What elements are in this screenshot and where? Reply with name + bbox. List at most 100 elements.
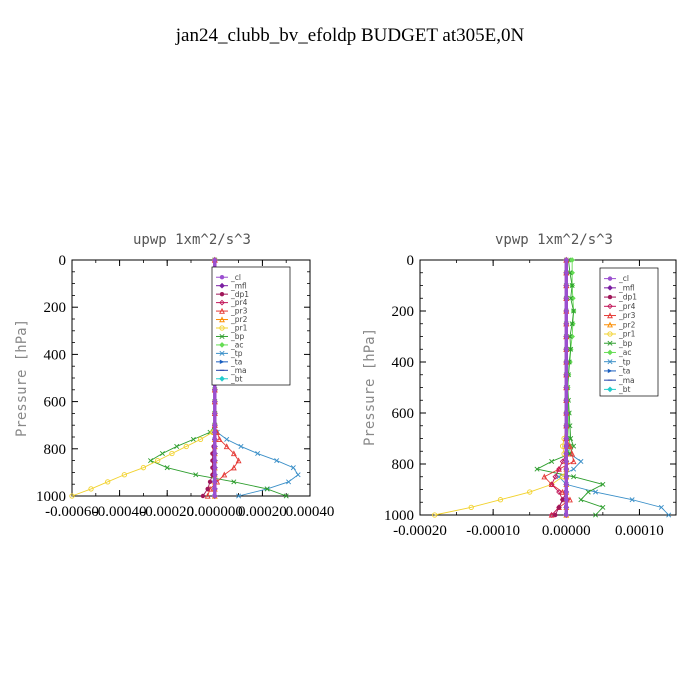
upwp-y-tick-label: 200 [44, 300, 67, 316]
upwp-point-pr3 [230, 450, 237, 457]
upwp-legend-marker [219, 275, 225, 280]
vpwp-point-cl [564, 398, 569, 403]
upwp-legend: _cl_mfl_dp1_pr4_pr3_pr2_pr1_bp_ac_tp_ta_… [211, 266, 291, 386]
upwp-legend-marker [219, 375, 225, 382]
vpwp-point-bp [571, 308, 577, 314]
upwp-point-pr1 [69, 493, 75, 499]
vpwp-point-dp1 [553, 512, 558, 518]
vpwp-point-pr3 [570, 458, 577, 465]
vpwp-legend-label: _pr4 [618, 302, 636, 311]
upwp-point-cl [212, 387, 217, 392]
vpwp-point-cl [564, 497, 569, 502]
vpwp-point-tp [658, 504, 664, 510]
upwp-panel: upwp 1xm^2/s^3 Pressure [hPa] 0 200 400 600… [14, 232, 334, 520]
upwp-point-pr3 [204, 492, 211, 499]
vpwp-legend-label: _ac [618, 348, 631, 357]
upwp-point-tp [286, 479, 292, 485]
upwp-legend-marker [219, 299, 225, 306]
upwp-legend-box [211, 266, 291, 386]
vpwp-point-cl [564, 489, 569, 495]
vpwp-legend-marker [607, 294, 613, 300]
vpwp-legend-marker [607, 349, 613, 356]
vpwp-point-bp [578, 497, 584, 503]
upwp-point-tp [290, 465, 296, 471]
upwp-point-cl [212, 472, 217, 477]
vpwp-legend-label: _ta [618, 367, 630, 376]
vpwp-point-pr4 [556, 466, 562, 472]
upwp-x-tick-label: 0.00040 [286, 504, 335, 520]
vpwp-legend-marker [607, 312, 613, 319]
vpwp-legend-label: _cl [618, 274, 629, 283]
upwp-y-tick-label: 0 [59, 253, 67, 269]
upwp-point-tp [295, 472, 301, 478]
vpwp-point-cl [564, 321, 569, 326]
upwp-legend-label: _pr2 [230, 315, 248, 324]
vpwp-point-bp [600, 504, 606, 510]
upwp-point-tp [236, 493, 242, 499]
upwp-point-tp [255, 451, 261, 457]
vpwp-point-bp [568, 295, 574, 301]
upwp-point-cl [212, 430, 217, 435]
vpwp-point-bp [568, 346, 574, 352]
upwp-point-cl [212, 465, 217, 470]
upwp-legend-label: _bp [230, 332, 245, 341]
upwp-legend-label: _ma [230, 366, 247, 375]
upwp-point-dp1 [207, 479, 213, 485]
vpwp-point-bp [569, 282, 575, 289]
upwp-point-cl [212, 458, 217, 463]
vpwp-point-pr1 [527, 489, 533, 495]
upwp-point-cl [212, 399, 217, 404]
vpwp-point-cl [564, 308, 569, 314]
upwp-point-bp [231, 479, 237, 485]
upwp-x-tick-label: -0.00040 [93, 504, 147, 520]
vpwp-legend-label: _bt [618, 385, 631, 394]
upwp-point-cl [212, 486, 217, 492]
vpwp-x-tick-label: 0.00010 [615, 523, 664, 539]
vpwp-legend-label: _mfl [618, 283, 635, 292]
upwp-point-pr1 [140, 465, 147, 471]
upwp-point-cl [212, 444, 217, 449]
vpwp-legend-label: _pr2 [618, 320, 636, 329]
vpwp-y-axis-label: Pressure [hPa] [362, 328, 378, 446]
upwp-legend-marker [219, 333, 225, 339]
upwp-legend-marker [219, 325, 225, 331]
vpwp-point-pr3 [541, 473, 548, 480]
upwp-point-bp [264, 486, 270, 492]
vpwp-y-tick-label: 800 [392, 457, 415, 473]
vpwp-y-tick-label: 200 [392, 304, 415, 320]
vpwp-point-dp1 [556, 505, 562, 510]
upwp-y-tick-label: 1000 [36, 489, 66, 505]
upwp-point-pr3 [221, 471, 228, 478]
upwp-point-pr1 [88, 486, 94, 492]
upwp-point-cl [212, 257, 217, 263]
vpwp-point-cl [564, 296, 569, 301]
vpwp-legend: _cl_mfl_dp1_pr4_pr3_pr2_pr1_bp_ac_tp_ta_… [599, 267, 659, 397]
upwp-point-dp1 [205, 486, 210, 492]
vpwp-point-bp [585, 489, 591, 495]
vpwp-point-cl [564, 512, 569, 518]
vpwp-point-cl [564, 410, 569, 416]
upwp-point-pr1 [105, 479, 111, 485]
vpwp-legend-marker [607, 386, 613, 393]
upwp-point-cl [212, 479, 217, 485]
upwp-legend-label: _ac [230, 341, 243, 350]
upwp-point-cl [212, 411, 217, 416]
upwp-legend-label: _cl [230, 273, 241, 282]
vpwp-point-bp [593, 512, 599, 518]
upwp-legend-label: _pr1 [230, 324, 248, 333]
vpwp-point-cl [564, 423, 569, 428]
vpwp-line-pr1 [434, 260, 567, 516]
vpwp-legend-marker [607, 276, 613, 281]
upwp-legend-label: _dp1 [230, 290, 249, 299]
vpwp-point-bp [534, 466, 540, 472]
vpwp-legend-label: _dp1 [618, 293, 637, 302]
vpwp-point-cl [564, 257, 569, 263]
vpwp-legend-marker [607, 368, 613, 374]
vpwp-point-bp [568, 435, 574, 442]
upwp-point-bp [193, 472, 199, 478]
vpwp-point-tp [629, 497, 635, 503]
vpwp-point-cl [564, 474, 569, 479]
vpwp-point-bp [569, 321, 575, 327]
vpwp-legend-label: _ma [618, 376, 635, 385]
upwp-point-bp [159, 451, 165, 457]
